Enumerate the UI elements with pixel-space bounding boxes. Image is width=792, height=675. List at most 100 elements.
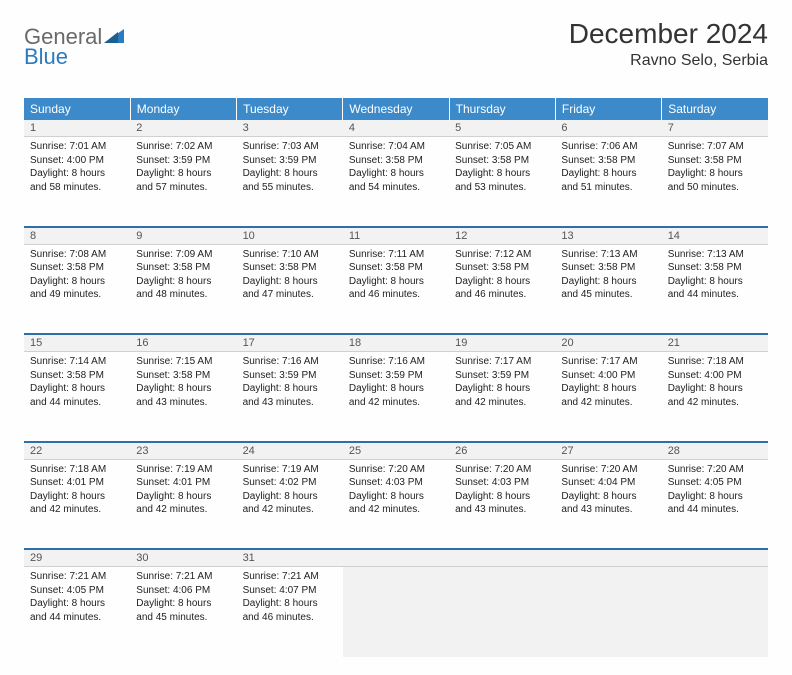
sunset-line: Sunset: 3:58 PM bbox=[561, 261, 655, 275]
sunrise-line: Sunrise: 7:17 AM bbox=[455, 355, 549, 369]
sunrise-line: Sunrise: 7:21 AM bbox=[30, 570, 124, 584]
sunset-line: Sunset: 3:58 PM bbox=[668, 261, 762, 275]
day-cell: Sunrise: 7:08 AMSunset: 3:58 PMDaylight:… bbox=[24, 244, 130, 334]
day-number: 21 bbox=[662, 334, 768, 352]
sunrise-line: Sunrise: 7:19 AM bbox=[136, 463, 230, 477]
day-number: 16 bbox=[130, 334, 236, 352]
day-number: 24 bbox=[237, 442, 343, 460]
sunset-line: Sunset: 4:06 PM bbox=[136, 584, 230, 598]
sunrise-line: Sunrise: 7:17 AM bbox=[561, 355, 655, 369]
daylight-line: Daylight: 8 hours and 42 minutes. bbox=[455, 382, 549, 409]
day-number: 14 bbox=[662, 227, 768, 245]
daynum-row: 891011121314 bbox=[24, 227, 768, 245]
day-cell: Sunrise: 7:16 AMSunset: 3:59 PMDaylight:… bbox=[237, 352, 343, 442]
daylight-line: Daylight: 8 hours and 54 minutes. bbox=[349, 167, 443, 194]
day-number: 23 bbox=[130, 442, 236, 460]
day-content-row: Sunrise: 7:14 AMSunset: 3:58 PMDaylight:… bbox=[24, 352, 768, 442]
sunset-line: Sunset: 4:01 PM bbox=[136, 476, 230, 490]
weekday-header: Saturday bbox=[662, 98, 768, 120]
daylight-line: Daylight: 8 hours and 44 minutes. bbox=[30, 382, 124, 409]
sunset-line: Sunset: 4:07 PM bbox=[243, 584, 337, 598]
weekday-header-row: Sunday Monday Tuesday Wednesday Thursday… bbox=[24, 98, 768, 120]
daylight-line: Daylight: 8 hours and 51 minutes. bbox=[561, 167, 655, 194]
daylight-line: Daylight: 8 hours and 43 minutes. bbox=[136, 382, 230, 409]
sunrise-line: Sunrise: 7:10 AM bbox=[243, 248, 337, 262]
daylight-line: Daylight: 8 hours and 42 minutes. bbox=[668, 382, 762, 409]
sunrise-line: Sunrise: 7:03 AM bbox=[243, 140, 337, 154]
calendar-table: Sunday Monday Tuesday Wednesday Thursday… bbox=[24, 98, 768, 657]
daynum-row: 1234567 bbox=[24, 120, 768, 137]
day-cell: Sunrise: 7:02 AMSunset: 3:59 PMDaylight:… bbox=[130, 137, 236, 227]
sunrise-line: Sunrise: 7:06 AM bbox=[561, 140, 655, 154]
day-number: 30 bbox=[130, 549, 236, 567]
sunset-line: Sunset: 3:58 PM bbox=[243, 261, 337, 275]
day-number: 27 bbox=[555, 442, 661, 460]
sunset-line: Sunset: 3:58 PM bbox=[349, 154, 443, 168]
day-number: 20 bbox=[555, 334, 661, 352]
daylight-line: Daylight: 8 hours and 48 minutes. bbox=[136, 275, 230, 302]
daylight-line: Daylight: 8 hours and 44 minutes. bbox=[668, 490, 762, 517]
sunrise-line: Sunrise: 7:20 AM bbox=[668, 463, 762, 477]
day-cell: Sunrise: 7:19 AMSunset: 4:02 PMDaylight:… bbox=[237, 459, 343, 549]
header: General December 2024 Ravno Selo, Serbia bbox=[24, 18, 768, 70]
daylight-line: Daylight: 8 hours and 45 minutes. bbox=[136, 597, 230, 624]
day-number: 7 bbox=[662, 120, 768, 137]
day-cell: Sunrise: 7:01 AMSunset: 4:00 PMDaylight:… bbox=[24, 137, 130, 227]
daylight-line: Daylight: 8 hours and 53 minutes. bbox=[455, 167, 549, 194]
sunset-line: Sunset: 3:58 PM bbox=[30, 369, 124, 383]
sunrise-line: Sunrise: 7:12 AM bbox=[455, 248, 549, 262]
day-cell: Sunrise: 7:16 AMSunset: 3:59 PMDaylight:… bbox=[343, 352, 449, 442]
day-cell: Sunrise: 7:05 AMSunset: 3:58 PMDaylight:… bbox=[449, 137, 555, 227]
daylight-line: Daylight: 8 hours and 42 minutes. bbox=[349, 382, 443, 409]
day-cell: Sunrise: 7:11 AMSunset: 3:58 PMDaylight:… bbox=[343, 244, 449, 334]
day-number bbox=[662, 549, 768, 567]
day-content-row: Sunrise: 7:08 AMSunset: 3:58 PMDaylight:… bbox=[24, 244, 768, 334]
sunset-line: Sunset: 3:59 PM bbox=[136, 154, 230, 168]
sunset-line: Sunset: 3:58 PM bbox=[349, 261, 443, 275]
daylight-line: Daylight: 8 hours and 46 minutes. bbox=[455, 275, 549, 302]
sunset-line: Sunset: 3:59 PM bbox=[455, 369, 549, 383]
daylight-line: Daylight: 8 hours and 43 minutes. bbox=[455, 490, 549, 517]
daylight-line: Daylight: 8 hours and 45 minutes. bbox=[561, 275, 655, 302]
day-number: 19 bbox=[449, 334, 555, 352]
weekday-header: Thursday bbox=[449, 98, 555, 120]
sunset-line: Sunset: 4:01 PM bbox=[30, 476, 124, 490]
sunset-line: Sunset: 3:58 PM bbox=[30, 261, 124, 275]
day-number bbox=[555, 549, 661, 567]
brand-part2-wrap: Blue bbox=[24, 44, 68, 70]
sunrise-line: Sunrise: 7:14 AM bbox=[30, 355, 124, 369]
daylight-line: Daylight: 8 hours and 47 minutes. bbox=[243, 275, 337, 302]
sunset-line: Sunset: 4:05 PM bbox=[668, 476, 762, 490]
location: Ravno Selo, Serbia bbox=[569, 52, 768, 70]
sunrise-line: Sunrise: 7:13 AM bbox=[561, 248, 655, 262]
weekday-header: Tuesday bbox=[237, 98, 343, 120]
sunrise-line: Sunrise: 7:07 AM bbox=[668, 140, 762, 154]
sunrise-line: Sunrise: 7:04 AM bbox=[349, 140, 443, 154]
sunset-line: Sunset: 3:58 PM bbox=[136, 369, 230, 383]
day-number: 2 bbox=[130, 120, 236, 137]
day-number: 28 bbox=[662, 442, 768, 460]
day-number: 9 bbox=[130, 227, 236, 245]
sunrise-line: Sunrise: 7:02 AM bbox=[136, 140, 230, 154]
sunrise-line: Sunrise: 7:09 AM bbox=[136, 248, 230, 262]
day-number: 1 bbox=[24, 120, 130, 137]
daylight-line: Daylight: 8 hours and 55 minutes. bbox=[243, 167, 337, 194]
day-number: 31 bbox=[237, 549, 343, 567]
day-cell: Sunrise: 7:14 AMSunset: 3:58 PMDaylight:… bbox=[24, 352, 130, 442]
daylight-line: Daylight: 8 hours and 46 minutes. bbox=[349, 275, 443, 302]
sunset-line: Sunset: 4:04 PM bbox=[561, 476, 655, 490]
title-block: December 2024 Ravno Selo, Serbia bbox=[569, 18, 768, 70]
daylight-line: Daylight: 8 hours and 42 minutes. bbox=[136, 490, 230, 517]
day-cell: Sunrise: 7:20 AMSunset: 4:03 PMDaylight:… bbox=[343, 459, 449, 549]
weekday-header: Monday bbox=[130, 98, 236, 120]
day-cell: Sunrise: 7:17 AMSunset: 3:59 PMDaylight:… bbox=[449, 352, 555, 442]
daylight-line: Daylight: 8 hours and 43 minutes. bbox=[243, 382, 337, 409]
day-cell: Sunrise: 7:13 AMSunset: 3:58 PMDaylight:… bbox=[662, 244, 768, 334]
brand-triangle-icon bbox=[104, 27, 124, 48]
day-cell: Sunrise: 7:20 AMSunset: 4:04 PMDaylight:… bbox=[555, 459, 661, 549]
day-number: 3 bbox=[237, 120, 343, 137]
sunset-line: Sunset: 3:59 PM bbox=[243, 154, 337, 168]
daylight-line: Daylight: 8 hours and 57 minutes. bbox=[136, 167, 230, 194]
daylight-line: Daylight: 8 hours and 44 minutes. bbox=[668, 275, 762, 302]
daynum-row: 15161718192021 bbox=[24, 334, 768, 352]
